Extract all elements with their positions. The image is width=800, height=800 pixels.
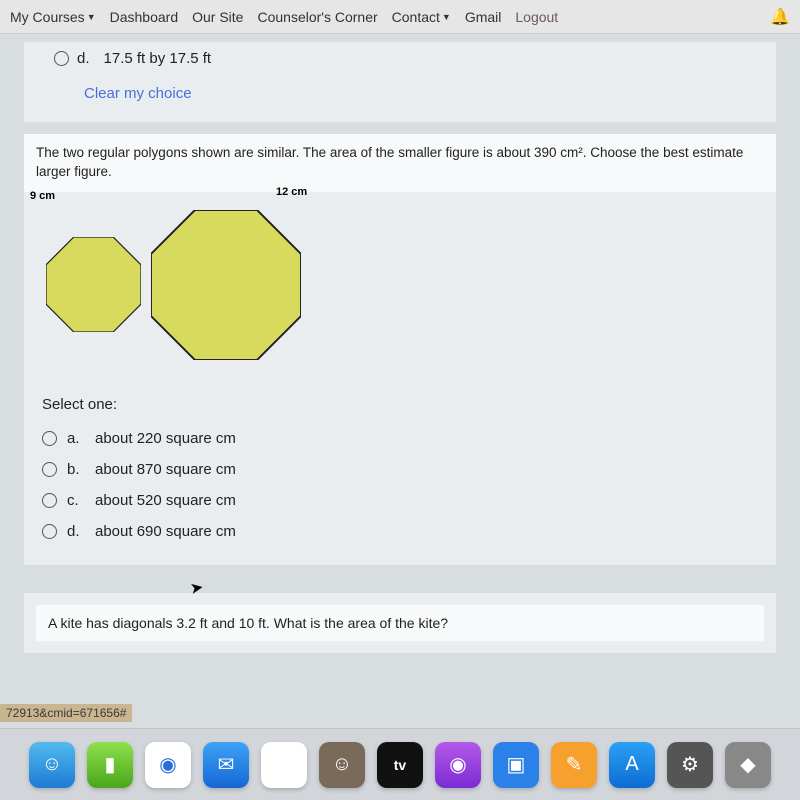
option-text: about 690 square cm — [95, 523, 236, 540]
option-letter: b. — [67, 461, 85, 478]
clear-choice-link[interactable]: Clear my choice — [36, 71, 764, 108]
nav-contact[interactable]: Contact ▼ — [392, 9, 451, 25]
select-one-label: Select one: — [42, 396, 758, 413]
top-navbar: My Courses ▼ Dashboard Our Site Counselo… — [0, 0, 800, 34]
option-d[interactable]: d. about 690 square cm — [42, 516, 758, 547]
appletv-icon[interactable]: tv — [377, 742, 423, 788]
question-block: The two regular polygons shown are simil… — [24, 134, 776, 565]
question-text: The two regular polygons shown are simil… — [24, 134, 776, 192]
option-text: about 220 square cm — [95, 430, 236, 447]
option-letter: d. — [77, 50, 90, 67]
page-content: d. 17.5 ft by 17.5 ft Clear my choice Th… — [0, 42, 800, 653]
radio-icon[interactable] — [42, 462, 57, 477]
label-12cm: 12 cm — [276, 186, 307, 198]
option-text: about 870 square cm — [95, 461, 236, 478]
safari-icon[interactable]: ◉ — [145, 742, 191, 788]
next-question-block: A kite has diagonals 3.2 ft and 10 ft. W… — [24, 593, 776, 653]
keynote-icon[interactable]: ▣ — [493, 742, 539, 788]
appstore-icon[interactable]: A — [609, 742, 655, 788]
settings-icon[interactable]: ⚙ — [667, 742, 713, 788]
option-text: about 520 square cm — [95, 492, 236, 509]
option-c[interactable]: c. about 520 square cm — [42, 485, 758, 516]
pages-icon[interactable]: ✎ — [551, 742, 597, 788]
radio-icon[interactable] — [54, 51, 69, 66]
caret-icon: ▼ — [87, 12, 96, 22]
radio-icon[interactable] — [42, 493, 57, 508]
macos-dock: ☺ ▮ ◉ ✉ ⬈ ☺ tv ◉ ▣ ✎ A ⚙ ◆ — [0, 728, 800, 800]
contacts-icon[interactable]: ☺ — [319, 742, 365, 788]
radio-icon[interactable] — [42, 524, 57, 539]
question-text: A kite has diagonals 3.2 ft and 10 ft. W… — [36, 605, 764, 641]
option-letter: d. — [67, 523, 85, 540]
nav-dashboard[interactable]: Dashboard — [110, 9, 179, 25]
radio-icon[interactable] — [42, 431, 57, 446]
option-letter: a. — [67, 430, 85, 447]
nav-gmail[interactable]: Gmail — [465, 9, 502, 25]
option-letter: c. — [67, 492, 85, 509]
caret-icon: ▼ — [442, 12, 451, 22]
nav-my-courses[interactable]: My Courses ▼ — [10, 9, 96, 25]
podcasts-icon[interactable]: ◉ — [435, 742, 481, 788]
previous-question-block: d. 17.5 ft by 17.5 ft Clear my choice — [24, 42, 776, 122]
figure-area: 9 cm 12 cm — [24, 192, 776, 386]
option-b[interactable]: b. about 870 square cm — [42, 454, 758, 485]
nav-our-site[interactable]: Our Site — [192, 9, 243, 25]
option-d-prev[interactable]: d. 17.5 ft by 17.5 ft — [36, 46, 764, 71]
label-9cm: 9 cm — [30, 190, 55, 202]
notification-bell-icon[interactable]: 🔔 — [770, 7, 790, 27]
url-preview: 72913&cmid=671656# — [0, 704, 132, 722]
roblox-icon[interactable]: ◆ — [725, 742, 771, 788]
small-octagon — [46, 237, 141, 332]
option-a[interactable]: a. about 220 square cm — [42, 423, 758, 454]
nav-counselors-corner[interactable]: Counselor's Corner — [257, 9, 377, 25]
answer-choices: Select one: a. about 220 square cm b. ab… — [24, 386, 776, 551]
maps-icon[interactable]: ⬈ — [261, 742, 307, 788]
numbers-icon[interactable]: ▮ — [87, 742, 133, 788]
option-text: 17.5 ft by 17.5 ft — [104, 50, 212, 67]
mail-icon[interactable]: ✉ — [203, 742, 249, 788]
nav-logout[interactable]: Logout — [515, 9, 558, 25]
finder-icon[interactable]: ☺ — [29, 742, 75, 788]
large-octagon — [151, 210, 301, 360]
